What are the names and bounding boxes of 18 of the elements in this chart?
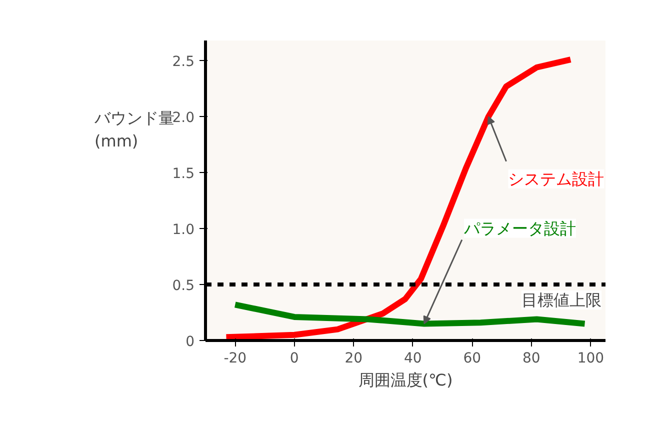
y-tick-label: 0.5	[172, 278, 194, 294]
x-axis-title: 周囲温度(℃)	[358, 370, 453, 390]
y-tick-label: 2.5	[172, 54, 194, 70]
text: システム設計	[508, 169, 604, 188]
ref-line-label: 目標値上限	[522, 290, 602, 310]
x-tick-label: 20	[344, 350, 363, 366]
y-tick-label: 2.0	[172, 110, 194, 126]
y-axis-title: バウンド量 (mm)	[94, 108, 174, 150]
y-tick-label: 1.0	[172, 222, 194, 238]
x-tick-label: 80	[522, 350, 540, 366]
y-tick-label: 0	[186, 334, 195, 350]
x-tick-label: 40	[404, 350, 422, 366]
y-tick-label: 1.5	[172, 166, 194, 182]
text: パラメータ設計	[462, 218, 576, 238]
x-tick-label: -20	[224, 350, 247, 366]
x-tick-label: 0	[290, 350, 299, 366]
x-tick-label: 100	[577, 350, 604, 366]
x-tick-label: 60	[463, 350, 482, 366]
